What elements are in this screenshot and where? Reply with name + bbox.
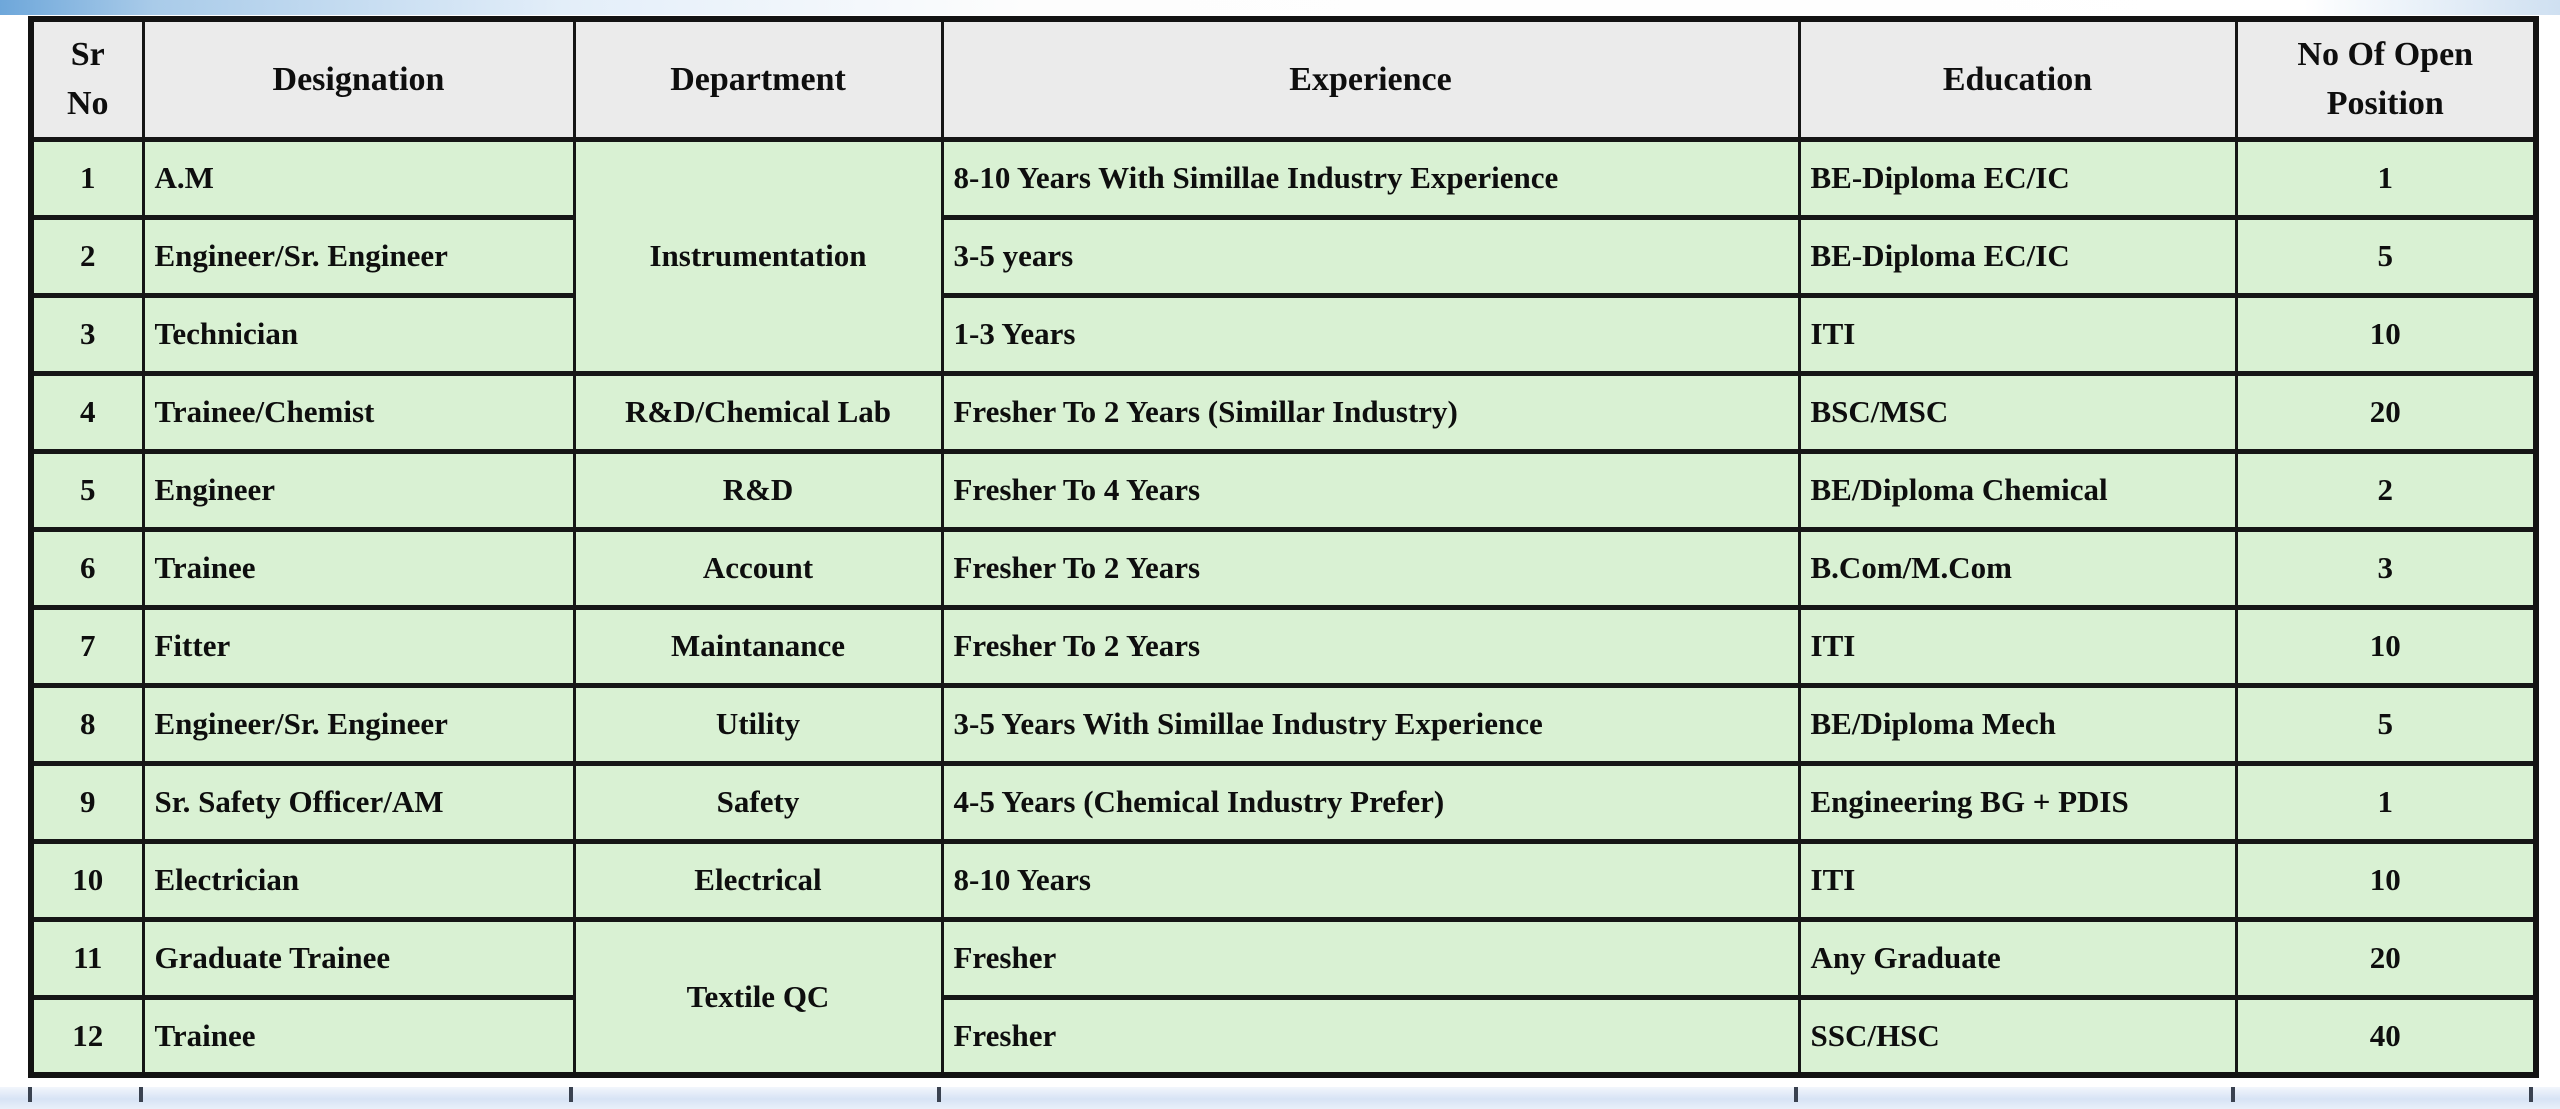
- table-row: 3 Technician 1-3 Years ITI 10: [29, 292, 2538, 376]
- cell-sr: 11: [29, 916, 145, 1000]
- cell-open: 1: [2234, 136, 2538, 220]
- cell-department-merged: Instrumentation: [572, 136, 944, 376]
- cell-department: Maintanance: [572, 604, 944, 688]
- header-department: Department: [572, 16, 944, 142]
- header-designation: Designation: [141, 16, 576, 142]
- cell-experience: 4-5 Years (Chemical Industry Prefer): [940, 760, 1801, 844]
- cell-experience: 3-5 Years With Simillae Industry Experie…: [940, 682, 1801, 766]
- cell-designation: Electrician: [141, 838, 576, 922]
- cell-designation: Fitter: [141, 604, 576, 688]
- header-row: Sr No Designation Department Experience …: [29, 16, 2538, 142]
- cell-sr: 10: [29, 838, 145, 922]
- cell-sr: 8: [29, 682, 145, 766]
- table-row: 9 Sr. Safety Officer/AM Safety 4-5 Years…: [29, 760, 2538, 844]
- table-row: 4 Trainee/Chemist R&D/Chemical Lab Fresh…: [29, 370, 2538, 454]
- table-row: 12 Trainee Fresher SSC/HSC 40: [29, 994, 2538, 1078]
- cell-education: BE/Diploma Chemical: [1797, 448, 2238, 532]
- table-row: 11 Graduate Trainee Textile QC Fresher A…: [29, 916, 2538, 1078]
- cell-education: ITI: [1797, 604, 2238, 688]
- cell-open: 10: [2234, 838, 2538, 922]
- cell-experience: 8-10 Years: [940, 838, 1801, 922]
- cell-open: 20: [2234, 370, 2538, 454]
- cell-open: 5: [2234, 214, 2538, 298]
- cut-row-border-stub: [139, 1087, 143, 1102]
- header-sr-no: Sr No: [29, 16, 145, 142]
- cell-sr: 12: [29, 994, 145, 1078]
- cell-open: 10: [2234, 604, 2538, 688]
- cell-experience: Fresher To 2 Years: [940, 526, 1801, 610]
- cell-sr: 1: [29, 136, 145, 220]
- cell-designation: Sr. Safety Officer/AM: [141, 760, 576, 844]
- cell-experience: 1-3 Years: [940, 292, 1801, 376]
- cell-sr: 5: [29, 448, 145, 532]
- header-experience: Experience: [940, 16, 1801, 142]
- cut-row-border-stub: [28, 1087, 32, 1102]
- cell-designation: Engineer/Sr. Engineer: [141, 214, 576, 298]
- table-row: 7 Fitter Maintanance Fresher To 2 Years …: [29, 604, 2538, 688]
- cell-education: BSC/MSC: [1797, 370, 2238, 454]
- cell-designation: Trainee: [141, 526, 576, 610]
- cut-row-border-stub: [937, 1087, 941, 1102]
- cell-sr: 2: [29, 214, 145, 298]
- cut-off-next-row-strip: [0, 1087, 2560, 1109]
- cut-row-border-stub: [2231, 1087, 2235, 1102]
- table-row: 5 Engineer R&D Fresher To 4 Years BE/Dip…: [29, 448, 2538, 532]
- cell-open: 2: [2234, 448, 2538, 532]
- table-row: 6 Trainee Account Fresher To 2 Years B.C…: [29, 526, 2538, 610]
- cell-education: BE/Diploma Mech: [1797, 682, 2238, 766]
- cell-department: R&D: [572, 448, 944, 532]
- cell-sr: 7: [29, 604, 145, 688]
- cell-open: 10: [2234, 292, 2538, 376]
- cut-row-border-stub: [2529, 1087, 2533, 1102]
- cut-row-border-stub: [569, 1087, 573, 1102]
- cell-education: Engineering BG + PDIS: [1797, 760, 2238, 844]
- cell-designation: Engineer: [141, 448, 576, 532]
- header-open-position: No Of Open Position: [2234, 16, 2538, 142]
- cell-experience: Fresher: [940, 994, 1801, 1078]
- cell-open: 3: [2234, 526, 2538, 610]
- cell-department: Utility: [572, 682, 944, 766]
- table-row: 2 Engineer/Sr. Engineer 3-5 years BE-Dip…: [29, 214, 2538, 298]
- cell-education: ITI: [1797, 292, 2238, 376]
- open-positions-table: Sr No Designation Department Experience …: [28, 16, 2539, 1078]
- cell-sr: 3: [29, 292, 145, 376]
- cell-sr: 6: [29, 526, 145, 610]
- cell-designation: Trainee: [141, 994, 576, 1078]
- cell-education: SSC/HSC: [1797, 994, 2238, 1078]
- table-row: 10 Electrician Electrical 8-10 Years ITI…: [29, 838, 2538, 922]
- cell-sr: 4: [29, 370, 145, 454]
- cell-open: 40: [2234, 994, 2538, 1078]
- cell-experience: Fresher To 2 Years (Simillar Industry): [940, 370, 1801, 454]
- cell-designation: Engineer/Sr. Engineer: [141, 682, 576, 766]
- cell-designation: A.M: [141, 136, 576, 220]
- cell-education: B.Com/M.Com: [1797, 526, 2238, 610]
- table-row: 8 Engineer/Sr. Engineer Utility 3-5 Year…: [29, 682, 2538, 766]
- cell-department: Safety: [572, 760, 944, 844]
- cell-experience: Fresher To 2 Years: [940, 604, 1801, 688]
- window-top-edge-strip: [0, 0, 2560, 15]
- cell-department: Electrical: [572, 838, 944, 922]
- cell-designation: Technician: [141, 292, 576, 376]
- header-education: Education: [1797, 16, 2238, 142]
- cell-designation: Trainee/Chemist: [141, 370, 576, 454]
- cell-open: 20: [2234, 916, 2538, 1000]
- cell-experience: Fresher: [940, 916, 1801, 1000]
- cell-experience: 8-10 Years With Simillae Industry Experi…: [940, 136, 1801, 220]
- cell-department: R&D/Chemical Lab: [572, 370, 944, 454]
- table-row: 1 A.M Instrumentation 8-10 Years With Si…: [29, 136, 2538, 376]
- cell-education: BE-Diploma EC/IC: [1797, 136, 2238, 220]
- cell-sr: 9: [29, 760, 145, 844]
- cell-open: 1: [2234, 760, 2538, 844]
- cell-department: Account: [572, 526, 944, 610]
- cell-designation: Graduate Trainee: [141, 916, 576, 1000]
- cell-experience: Fresher To 4 Years: [940, 448, 1801, 532]
- cut-row-border-stub: [1794, 1087, 1798, 1102]
- cell-experience: 3-5 years: [940, 214, 1801, 298]
- cell-education: ITI: [1797, 838, 2238, 922]
- cell-department-merged: Textile QC: [572, 916, 944, 1078]
- cell-education: BE-Diploma EC/IC: [1797, 214, 2238, 298]
- cell-education: Any Graduate: [1797, 916, 2238, 1000]
- cell-open: 5: [2234, 682, 2538, 766]
